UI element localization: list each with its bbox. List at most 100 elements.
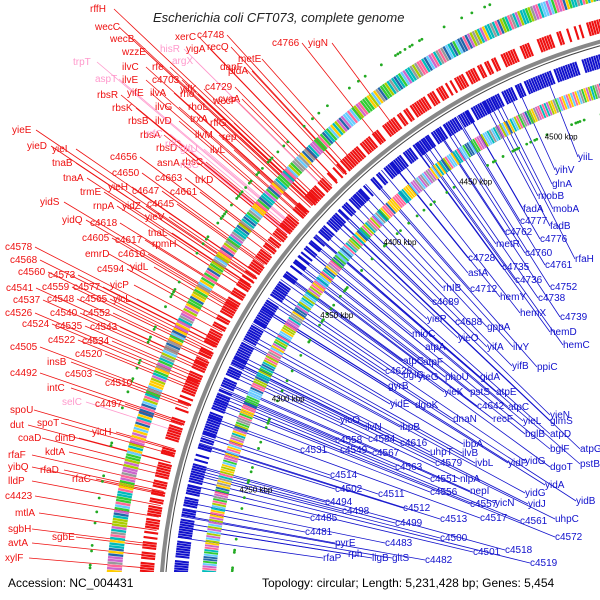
cds-color-block <box>163 347 179 356</box>
cds-color-block <box>220 468 235 474</box>
gene-label: c4777 <box>520 216 548 227</box>
gene-label: c4543 <box>90 322 118 333</box>
cds-color-block <box>458 147 468 161</box>
gene-label: nepI <box>470 486 489 497</box>
gene-label: yidG <box>525 488 546 499</box>
forward-feature <box>453 77 463 91</box>
cds-color-block <box>269 348 283 358</box>
gene-connector <box>70 387 183 426</box>
cds-color-block <box>319 272 332 283</box>
reverse-feature <box>181 511 196 516</box>
forward-feature <box>154 474 169 480</box>
gene-connector <box>77 339 196 389</box>
reverse-feature <box>175 555 190 559</box>
accession-text: Accession: NC_004431 <box>8 576 134 590</box>
cds-color-block <box>359 100 371 114</box>
reverse-feature <box>202 430 217 437</box>
cds-color-block <box>479 27 488 42</box>
cds-color-block <box>421 172 432 186</box>
gene-label: selC <box>62 397 82 408</box>
cds-color-block <box>232 430 247 437</box>
reverse-feature <box>505 88 514 103</box>
cds-color-block <box>127 447 143 454</box>
cds-color-block <box>242 403 257 412</box>
rna-dot <box>493 159 497 163</box>
cds-color-block <box>514 11 523 27</box>
gene-label: c4661 <box>170 187 198 198</box>
forward-feature <box>336 163 348 176</box>
cds-color-block <box>558 96 566 111</box>
rna-dot <box>302 124 306 128</box>
cds-color-block <box>326 263 339 274</box>
cds-color-block <box>509 13 518 29</box>
cds-color-block <box>534 4 543 19</box>
forward-feature <box>566 28 573 43</box>
cds-color-block <box>583 88 590 102</box>
reverse-feature <box>174 567 189 571</box>
forward-feature <box>275 228 288 239</box>
gene-connector <box>41 437 169 471</box>
forward-feature <box>171 416 186 424</box>
gene-connector <box>197 446 336 490</box>
forward-feature <box>165 433 180 441</box>
forward-feature <box>153 481 168 488</box>
cds-color-block <box>368 218 380 230</box>
gene-connector <box>77 274 216 346</box>
forward-feature <box>269 236 282 247</box>
cds-color-block <box>255 200 269 213</box>
forward-feature <box>170 419 185 426</box>
cds-color-block <box>152 372 168 381</box>
gene-connector <box>486 98 539 197</box>
rna-dot <box>242 496 246 500</box>
cds-color-block <box>233 228 247 240</box>
gene-label: c4557 <box>470 499 498 510</box>
reverse-feature <box>227 368 242 377</box>
gene-connector <box>309 241 524 422</box>
cds-color-block <box>592 85 599 100</box>
forward-feature <box>486 60 495 75</box>
reverse-feature <box>398 154 409 168</box>
cds-color-block <box>260 194 274 207</box>
cds-color-block <box>239 410 254 418</box>
rna-dot <box>97 496 101 500</box>
cds-color-block <box>304 293 317 304</box>
cds-color-block <box>554 98 562 113</box>
cds-color-block <box>507 119 516 133</box>
forward-feature <box>274 230 287 241</box>
gene-label: rhIB <box>443 283 462 294</box>
rna-dot <box>276 150 280 154</box>
cds-color-block <box>128 442 144 449</box>
cds-color-block <box>210 511 225 517</box>
gene-label: c4617 <box>115 235 143 246</box>
gene-label: rpmH <box>152 239 176 250</box>
forward-feature <box>304 194 317 206</box>
cds-color-block <box>131 431 147 439</box>
reverse-feature <box>519 82 527 97</box>
reverse-feature <box>177 535 192 540</box>
cds-color-block <box>207 528 222 533</box>
cds-color-block <box>209 514 224 519</box>
genome-backbone <box>158 39 600 600</box>
forward-feature <box>191 365 206 374</box>
cds-color-block <box>292 310 305 321</box>
cds-color-block <box>542 1 550 17</box>
forward-feature <box>541 36 549 51</box>
gene-label: ibpA <box>463 439 483 450</box>
reverse-feature <box>185 491 200 497</box>
gene-connector <box>495 94 554 210</box>
gene-connector <box>301 42 382 143</box>
gene-label: trkD <box>195 175 213 186</box>
cds-color-block <box>460 146 470 159</box>
gene-label: c4518 <box>505 545 533 556</box>
cds-color-block <box>309 142 322 156</box>
cds-color-block <box>397 72 408 87</box>
forward-feature <box>225 300 239 310</box>
reverse-feature <box>271 291 285 301</box>
gene-label: gppA <box>487 322 511 333</box>
cds-color-block <box>185 302 201 313</box>
rna-dot <box>429 203 433 206</box>
forward-feature <box>375 129 387 142</box>
cds-color-block <box>446 154 456 168</box>
reverse-feature <box>294 259 307 270</box>
cds-color-block <box>220 246 235 258</box>
